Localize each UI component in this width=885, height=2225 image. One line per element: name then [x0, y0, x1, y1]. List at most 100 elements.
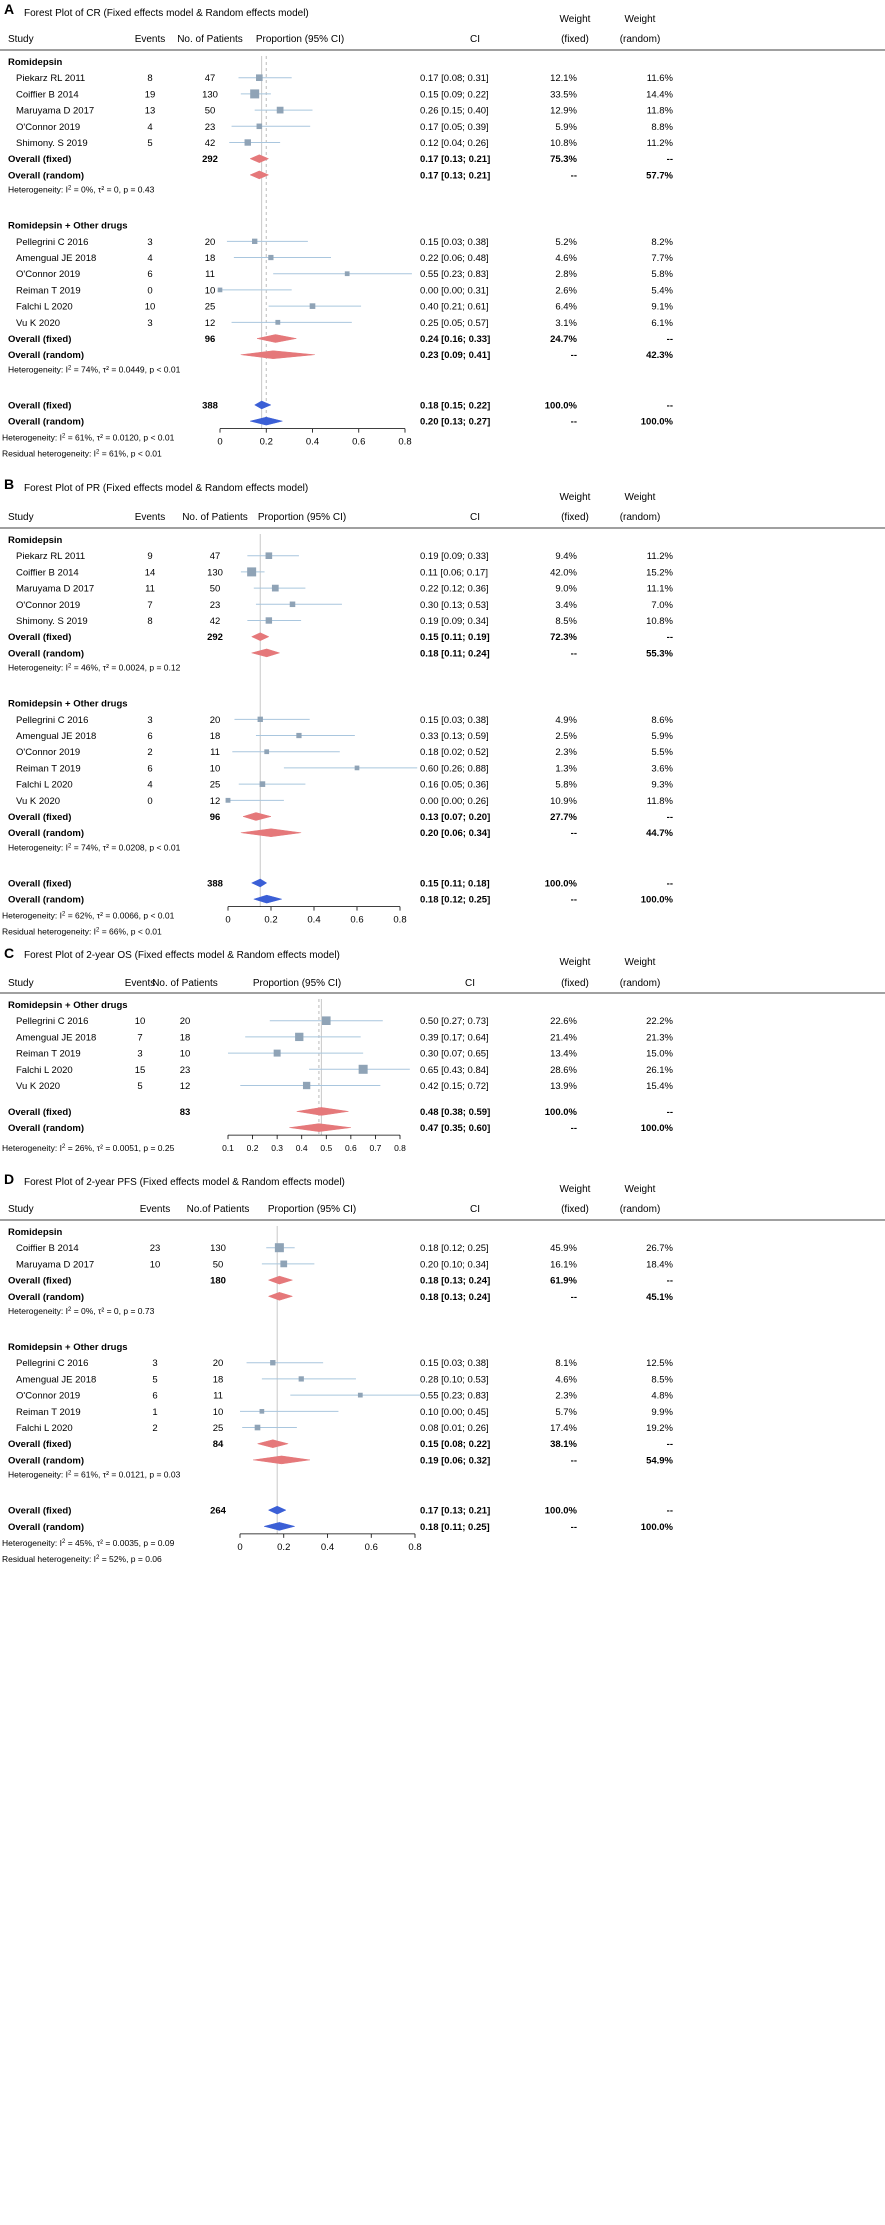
study-weight-random: 5.4%	[651, 285, 673, 296]
study-name: Coiffier B 2014	[16, 567, 79, 578]
x-tick-label: 0.8	[398, 437, 411, 448]
study-weight-random: 8.2%	[651, 237, 673, 248]
study-patients: 20	[210, 715, 221, 726]
events-header: Events	[140, 1204, 171, 1215]
group-name: Romidepsin + Other drugs	[8, 1000, 128, 1011]
subgroup-fixed-weight-fixed: 24.7%	[550, 334, 577, 345]
study-weight-fixed: 2.6%	[555, 285, 577, 296]
study-events: 5	[147, 138, 152, 149]
study-ci: 0.55 [0.23; 0.83]	[420, 269, 489, 280]
study-name: Maruyama D 2017	[16, 1259, 94, 1270]
study-patients: 18	[210, 731, 221, 742]
study-weight-fixed: 4.9%	[555, 715, 577, 726]
subgroup-random-label: Overall (random)	[8, 1455, 84, 1466]
study-events: 4	[147, 253, 152, 264]
study-square	[270, 1360, 276, 1366]
study-square	[354, 765, 360, 771]
study-ci: 0.30 [0.13; 0.53]	[420, 600, 489, 611]
study-square	[259, 781, 266, 787]
study-weight-random: 8.8%	[651, 122, 673, 133]
study-name: Reiman T 2019	[16, 1049, 81, 1060]
subgroup-fixed-weight-random: --	[667, 154, 673, 165]
study-ci: 0.17 [0.08; 0.31]	[420, 73, 489, 84]
study-name: Pellegrini C 2016	[16, 1358, 88, 1369]
study-header: Study	[8, 1204, 34, 1215]
weight-header: Weight	[560, 1184, 591, 1195]
pooled-diamond	[250, 648, 281, 658]
subgroup-random-ci: 0.17 [0.13; 0.21]	[420, 170, 490, 181]
proportion-header: Proportion (95% CI)	[256, 34, 344, 45]
study-weight-random: 15.2%	[646, 567, 673, 578]
pooled-diamond	[249, 154, 270, 163]
subgroup-fixed-label: Overall (fixed)	[8, 1439, 71, 1450]
study-weight-random: 11.6%	[647, 73, 674, 84]
study-name: Pellegrini C 2016	[16, 715, 88, 726]
forest-plot-panel-a: A Forest Plot of CR (Fixed effects model …	[0, 0, 885, 475]
study-name: Piekarz RL 2011	[16, 73, 85, 84]
study-weight-random: 19.2%	[646, 1423, 673, 1434]
subgroup-random-ci: 0.19 [0.06; 0.32]	[420, 1455, 490, 1466]
study-events: 6	[152, 1391, 157, 1402]
study-ci: 0.55 [0.23; 0.83]	[420, 1391, 489, 1402]
subgroup-random-label: Overall (random)	[8, 828, 84, 839]
pooled-diamond	[267, 1275, 294, 1285]
subgroup-heterogeneity: Heterogeneity: I2 = 61%, τ² = 0.0121, p …	[8, 1470, 181, 1480]
study-square	[321, 1016, 331, 1025]
study-weight-random: 15.0%	[646, 1049, 673, 1060]
study-square	[280, 1260, 288, 1268]
study-events: 19	[145, 89, 156, 100]
overall-random-ci: 0.20 [0.13; 0.27]	[420, 417, 490, 428]
study-events: 3	[137, 1049, 142, 1060]
study-weight-random: 5.9%	[651, 731, 673, 742]
study-weight-random: 11.8%	[647, 796, 674, 807]
study-header: Study	[8, 978, 34, 989]
study-ci: 0.50 [0.27; 0.73]	[420, 1016, 489, 1027]
study-events: 4	[147, 122, 152, 133]
x-tick-label: 0.1	[222, 1143, 234, 1153]
subgroup-fixed-patients: 96	[210, 812, 221, 823]
study-events: 23	[150, 1243, 161, 1254]
study-events: 10	[135, 1016, 146, 1027]
x-tick-label: 0.4	[306, 437, 319, 448]
study-weight-fixed: 10.8%	[550, 138, 577, 149]
pooled-diamond	[263, 1522, 296, 1531]
subgroup-fixed-weight-fixed: 38.1%	[550, 1439, 577, 1450]
patients-header: No. of Patients	[177, 34, 243, 45]
group-name: Romidepsin	[8, 535, 63, 546]
subgroup-fixed-patients: 292	[207, 632, 223, 643]
study-weight-random: 9.3%	[651, 780, 673, 791]
panel-letter: D	[4, 1171, 14, 1187]
study-name: Reiman T 2019	[16, 1407, 81, 1418]
study-events: 8	[147, 73, 152, 84]
study-events: 0	[147, 285, 152, 296]
panel-letter: C	[4, 945, 14, 961]
study-weight-fixed: 5.7%	[555, 1407, 577, 1418]
subgroup-heterogeneity: Heterogeneity: I2 = 74%, τ² = 0.0208, p …	[8, 842, 181, 852]
study-square	[264, 749, 270, 755]
study-ci: 0.00 [0.00; 0.26]	[420, 796, 489, 807]
weight-header: Weight	[625, 14, 656, 25]
x-tick-label: 0.7	[370, 1143, 382, 1153]
ci-header: CI	[470, 1204, 480, 1215]
weight-header: Weight	[625, 1184, 656, 1195]
overall-fixed-ci: 0.17 [0.13; 0.21]	[420, 1506, 490, 1517]
overall-fixed-weight-fixed: 100.0%	[545, 400, 578, 411]
overall-fixed-ci: 0.48 [0.38; 0.59]	[420, 1107, 490, 1118]
study-ci: 0.17 [0.05; 0.39]	[420, 122, 489, 133]
study-weight-random: 10.8%	[646, 616, 673, 627]
study-events: 11	[145, 584, 155, 595]
study-weight-random: 12.5%	[646, 1358, 673, 1369]
subgroup-random-weight-random: 55.3%	[646, 648, 673, 659]
study-weight-random: 11.1%	[647, 584, 674, 595]
fixed-header: (fixed)	[561, 34, 589, 45]
overall-fixed-weight-random: --	[667, 878, 673, 889]
study-events: 4	[147, 780, 152, 791]
pooled-diamond	[252, 894, 283, 904]
study-ci: 0.15 [0.09; 0.22]	[420, 89, 489, 100]
study-square	[298, 1376, 304, 1382]
study-patients: 130	[210, 1243, 226, 1254]
study-events: 14	[145, 567, 156, 578]
study-weight-random: 15.4%	[646, 1081, 673, 1092]
overall-random-ci: 0.18 [0.11; 0.25]	[420, 1522, 490, 1533]
pooled-diamond	[249, 170, 270, 180]
